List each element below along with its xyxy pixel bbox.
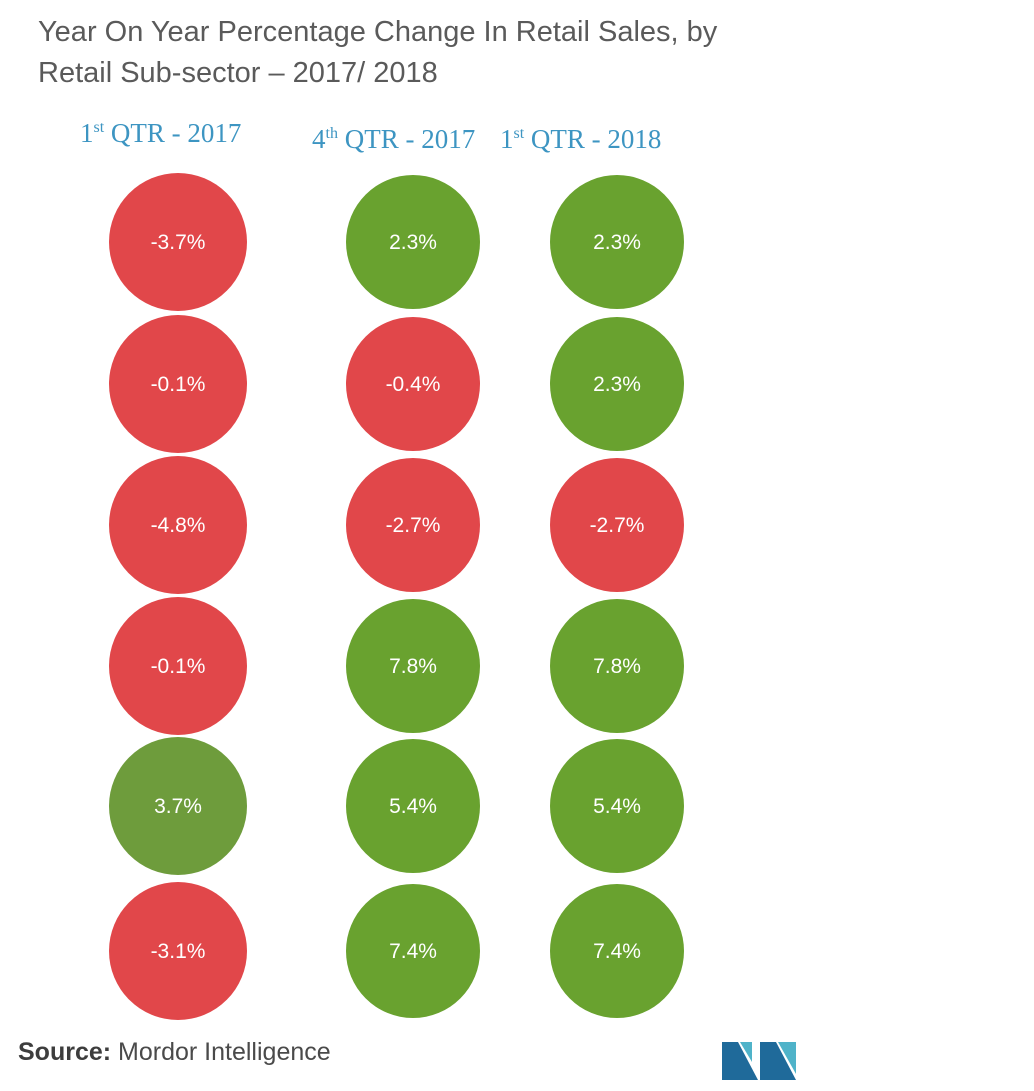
- bubble-value-label: -2.7%: [590, 514, 645, 537]
- bubble-circle: [109, 597, 247, 735]
- bubble: -3.7%: [109, 173, 247, 311]
- bubble-circle: [550, 599, 684, 733]
- bubble: 7.8%: [550, 599, 684, 733]
- bubble-circle: [346, 458, 480, 592]
- bubble: 7.4%: [550, 884, 684, 1018]
- bubble-value-label: -2.7%: [386, 514, 441, 537]
- bubble-value-label: -0.4%: [386, 373, 441, 396]
- bubble: 2.3%: [550, 317, 684, 451]
- bubble-value-label: 7.8%: [389, 655, 437, 678]
- bubble-circle: [550, 884, 684, 1018]
- bubble-value-label: -4.8%: [151, 514, 206, 537]
- chart-title: Year On Year Percentage Change In Retail…: [38, 16, 718, 89]
- bubble-value-label: 5.4%: [389, 795, 437, 818]
- bubble-value-label: 7.8%: [593, 655, 641, 678]
- bubble-value-label: -0.1%: [151, 655, 206, 678]
- bubble-value-label: -0.1%: [151, 373, 206, 396]
- bubble-value-label: 3.7%: [154, 795, 202, 818]
- bubble-circle: [109, 173, 247, 311]
- bubble-chart: -3.7% -0.1% -4.8% -0.1% 3.7% -3.1% 2.3% -0.4% -2…: [109, 173, 684, 1020]
- bubble: 7.4%: [346, 884, 480, 1018]
- bubble-circle: [346, 317, 480, 451]
- bubble-circle: [109, 456, 247, 594]
- bubble-circle: [109, 315, 247, 453]
- bubble: 7.8%: [346, 599, 480, 733]
- bubble: 5.4%: [346, 739, 480, 873]
- bubble-circle: [550, 317, 684, 451]
- bubble: -4.8%: [109, 456, 247, 594]
- bubble-value-label: 2.3%: [389, 231, 437, 254]
- mordor-logo-icon: [722, 1042, 796, 1080]
- bubble: 3.7%: [109, 737, 247, 875]
- bubble-value-label: -3.7%: [151, 231, 206, 254]
- bubble-value-label: 2.3%: [593, 373, 641, 396]
- column-header-q4-2017: 4th QTR - 2017: [312, 124, 476, 154]
- bubble-value-label: 7.4%: [593, 940, 641, 963]
- bubble-circle: [109, 737, 247, 875]
- column-header-q1-2017: 1st QTR - 2017: [80, 118, 242, 148]
- bubble: -3.1%: [109, 882, 247, 1020]
- bubble-circle: [346, 175, 480, 309]
- bubble-value-label: 2.3%: [593, 231, 641, 254]
- bubble: 2.3%: [346, 175, 480, 309]
- bubble: -2.7%: [346, 458, 480, 592]
- source-note: Source: Mordor Intelligence: [18, 1038, 331, 1066]
- bubble: -2.7%: [550, 458, 684, 592]
- bubble-circle: [550, 175, 684, 309]
- bubble: 2.3%: [550, 175, 684, 309]
- bubble-circle: [550, 458, 684, 592]
- bubble-value-label: 5.4%: [593, 795, 641, 818]
- bubble-circle: [346, 739, 480, 873]
- bubble: -0.1%: [109, 315, 247, 453]
- bubble-circle: [550, 739, 684, 873]
- bubble-value-label: 7.4%: [389, 940, 437, 963]
- bubble: -0.1%: [109, 597, 247, 735]
- column-header-q1-2018: 1st QTR - 2018: [500, 124, 662, 154]
- bubble-circle: [346, 884, 480, 1018]
- bubble: -0.4%: [346, 317, 480, 451]
- bubble-circle: [346, 599, 480, 733]
- bubble: 5.4%: [550, 739, 684, 873]
- bubble-value-label: -3.1%: [151, 940, 206, 963]
- bubble-circle: [109, 882, 247, 1020]
